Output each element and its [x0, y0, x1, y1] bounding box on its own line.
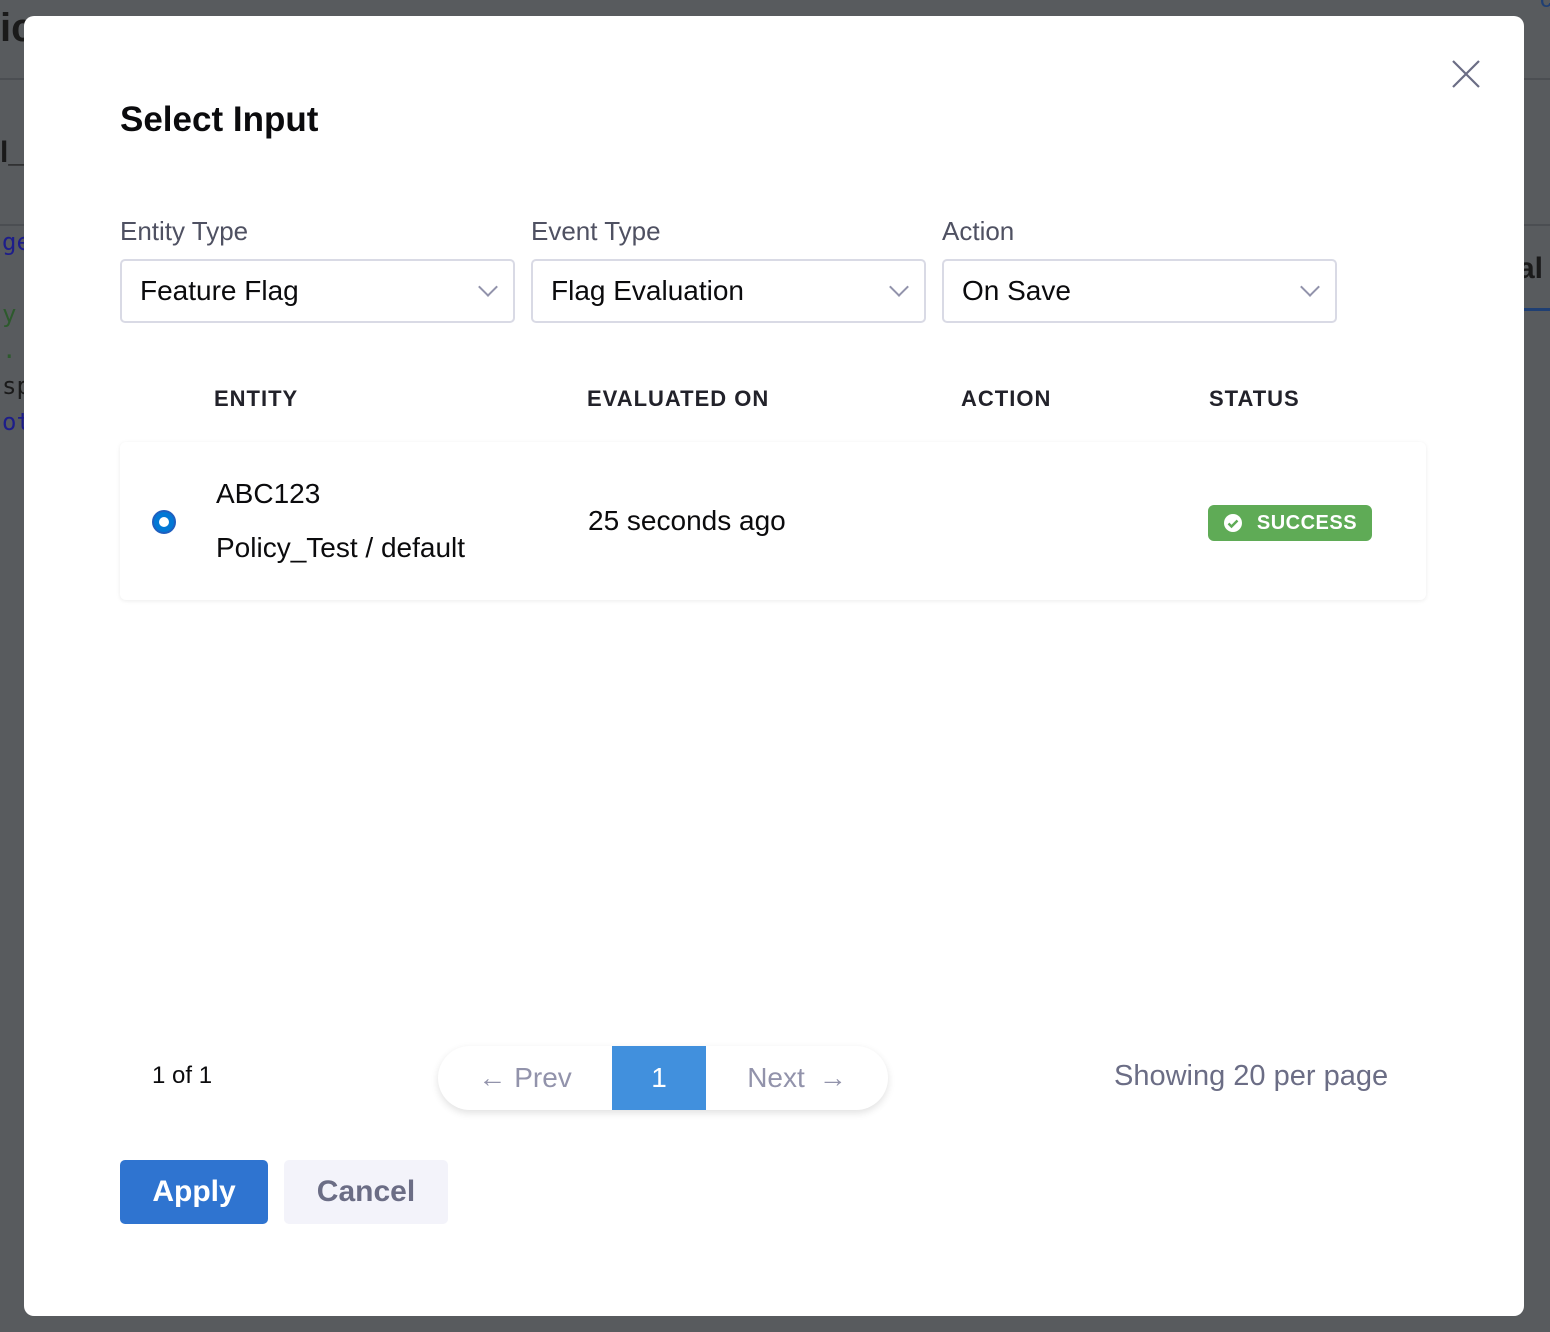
- check-circle-icon: [1223, 514, 1242, 532]
- status-text: SUCCESS: [1256, 511, 1358, 534]
- column-header-entity: ENTITY: [214, 386, 299, 411]
- field-label: Action: [942, 216, 1015, 246]
- entity-type-select[interactable]: Feature Flag: [120, 259, 515, 323]
- divider: [0, 224, 24, 226]
- select-value: Flag Evaluation: [551, 275, 745, 306]
- cancel-button[interactable]: Cancel: [284, 1160, 448, 1224]
- dialog-title: Select Input: [120, 100, 319, 139]
- event-type-select[interactable]: Flag Evaluation: [531, 259, 926, 323]
- field-label: Event Type: [531, 216, 661, 246]
- entity-name: ABC123: [216, 478, 321, 509]
- entity-type-field: Entity Type Feature Flag: [120, 216, 515, 323]
- event-type-field: Event Type Flag Evaluation: [531, 216, 926, 323]
- chevron-down-icon: [478, 277, 498, 297]
- action-field: Action On Save: [942, 216, 1337, 323]
- per-page-info: Showing 20 per page: [1114, 1060, 1389, 1092]
- field-label: Entity Type: [120, 216, 249, 246]
- chevron-down-icon: [1300, 277, 1320, 297]
- row-radio[interactable]: [152, 510, 176, 534]
- close-icon[interactable]: [1448, 56, 1484, 92]
- select-value: On Save: [962, 275, 1071, 306]
- column-header-evaluated-on: EVALUATED ON: [587, 386, 770, 411]
- select-value: Feature Flag: [140, 275, 299, 306]
- chevron-down-icon: [889, 277, 909, 297]
- divider: [1524, 224, 1550, 226]
- divider: [0, 78, 24, 80]
- page-info: 1 of 1: [152, 1062, 213, 1089]
- apply-button[interactable]: Apply: [120, 1160, 268, 1224]
- column-header-action: ACTION: [961, 386, 1052, 411]
- action-select[interactable]: On Save: [942, 259, 1337, 323]
- pagination: ← Prev 1 Next →: [438, 1046, 888, 1110]
- arrow-left-icon: ←: [478, 1062, 507, 1093]
- bg-text: y: [2, 300, 17, 328]
- evaluated-on: 25 seconds ago: [588, 505, 786, 536]
- status-badge: SUCCESS: [1208, 505, 1372, 541]
- entity-path: Policy_Test / default: [216, 532, 466, 563]
- column-header-status: STATUS: [1209, 386, 1300, 411]
- bg-text: .: [2, 336, 17, 364]
- table-row[interactable]: ABC123 Policy_Test / default 25 seconds …: [120, 442, 1426, 600]
- bg-text: c: [1540, 0, 1550, 14]
- arrow-right-icon: →: [818, 1062, 847, 1093]
- page-1-button[interactable]: 1: [612, 1046, 706, 1110]
- next-label: Next: [747, 1062, 805, 1093]
- tab-underline: [1524, 308, 1550, 311]
- prev-button[interactable]: ← Prev: [438, 1046, 612, 1110]
- next-button[interactable]: Next →: [706, 1046, 888, 1110]
- select-input-dialog: Select Input Entity Type Feature Flag Ev…: [24, 16, 1524, 1316]
- prev-label: Prev: [514, 1062, 572, 1093]
- divider: [1524, 78, 1550, 80]
